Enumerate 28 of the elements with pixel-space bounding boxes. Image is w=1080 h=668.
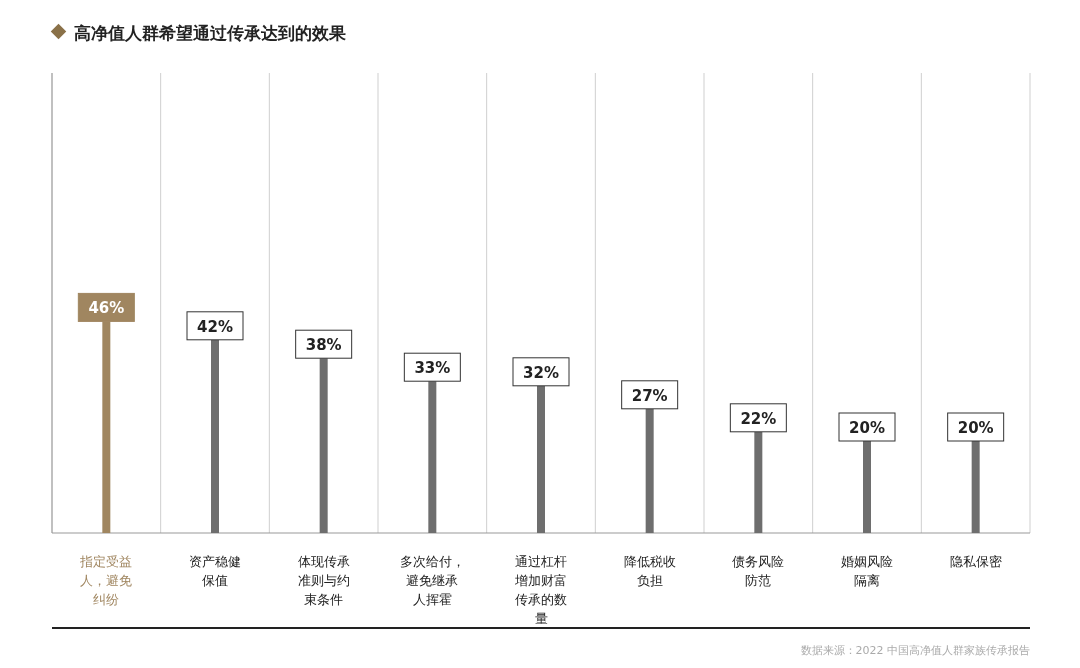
x-tick-label: 婚姻风险隔离 xyxy=(841,554,893,588)
x-tick-label: 多次给付，避免继承人挥霍 xyxy=(399,554,465,607)
x-tick-label: 隐私保密 xyxy=(949,554,1002,569)
bar xyxy=(319,358,328,533)
data-label: 20% xyxy=(849,419,885,437)
chart-title: 高净值人群希望通过传承达到的效果 xyxy=(74,23,347,43)
data-label: 46% xyxy=(88,299,125,318)
bar xyxy=(428,381,437,533)
bar xyxy=(537,385,545,533)
data-label: 33% xyxy=(414,359,451,378)
x-tick-label: 降低税收负担 xyxy=(623,554,676,588)
x-tick-label: 体现传承准则与约束条件 xyxy=(297,554,350,607)
bar xyxy=(863,441,871,533)
data-label: 32% xyxy=(523,363,559,382)
data-label: 38% xyxy=(305,336,342,355)
data-label: 42% xyxy=(197,317,233,336)
bar xyxy=(971,441,980,533)
data-label: 27% xyxy=(631,386,668,405)
bar xyxy=(645,408,654,533)
bar xyxy=(754,431,763,533)
x-tick-label: 指定受益人，避免纠纷 xyxy=(79,554,133,607)
source-note: 数据来源：2022 中国高净值人群家族传承报告 xyxy=(800,644,1030,657)
x-tick-label: 债务风险防范 xyxy=(732,554,785,588)
x-tick-label: 资产稳健保值 xyxy=(189,554,241,588)
bar xyxy=(211,339,219,533)
data-label: 20% xyxy=(957,419,994,437)
data-label: 22% xyxy=(740,409,777,428)
x-tick-label: 通过杠杆增加财富传承的数量 xyxy=(514,554,567,626)
